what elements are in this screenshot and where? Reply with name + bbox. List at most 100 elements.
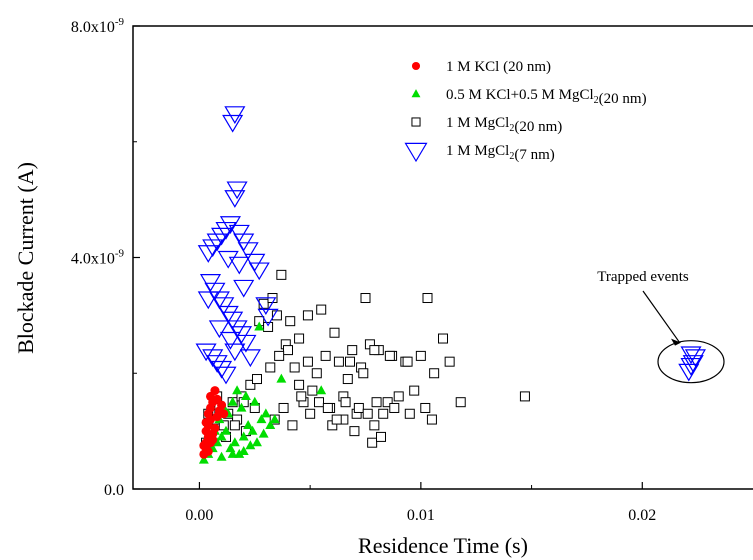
- data-point: [217, 305, 239, 324]
- data-point: [208, 320, 230, 339]
- data-point: [256, 414, 267, 424]
- data-point: [316, 385, 327, 395]
- data-point: [206, 355, 228, 373]
- data-point: [206, 233, 228, 252]
- data-point: [240, 391, 251, 400]
- data-point: [278, 402, 289, 413]
- data-point: [257, 308, 279, 327]
- data-point: [680, 357, 702, 376]
- data-point: [289, 362, 300, 373]
- data-point: [195, 343, 217, 362]
- legend-label: 1 M MgCl2(7 nm): [446, 143, 555, 163]
- data-point: [393, 391, 404, 402]
- data-point: [243, 419, 254, 429]
- legend-label: 1 M KCl (20 nm): [446, 59, 551, 75]
- data-point: [369, 420, 380, 431]
- data-point: [287, 420, 298, 431]
- data-point: [358, 368, 369, 379]
- data-point: [234, 448, 245, 458]
- data-point: [349, 426, 360, 437]
- data-point: [378, 408, 389, 419]
- data-point: [320, 350, 331, 361]
- data-point: [238, 431, 249, 441]
- data-point: [371, 397, 382, 408]
- data-point: [265, 419, 276, 429]
- data-point: [265, 362, 276, 373]
- data-point: [227, 448, 238, 458]
- data-point: [227, 396, 238, 406]
- data-point: [254, 321, 265, 331]
- data-point: [211, 227, 233, 246]
- x-tick-label: 0.01: [407, 507, 435, 524]
- data-point: [402, 356, 413, 367]
- data-point: [384, 350, 395, 361]
- data-point: [307, 385, 318, 396]
- data-point: [422, 293, 433, 304]
- data-point: [258, 428, 269, 438]
- data-point: [347, 345, 358, 356]
- data-point: [360, 293, 371, 304]
- annotation-arrow-line: [642, 290, 680, 343]
- data-point: [269, 414, 280, 424]
- data-point: [201, 417, 211, 427]
- data-point: [211, 360, 233, 379]
- data-point: [680, 346, 702, 365]
- data-point: [369, 345, 380, 356]
- data-point: [311, 368, 322, 379]
- data-point: [283, 345, 293, 356]
- legend-marker: [411, 117, 421, 127]
- data-point: [238, 445, 249, 455]
- series-square: [201, 269, 530, 448]
- data-point: [229, 420, 240, 431]
- data-point: [210, 423, 220, 433]
- data-point: [244, 253, 266, 272]
- data-point: [197, 291, 219, 310]
- data-point: [420, 402, 431, 413]
- y-axis-title: Blockade Current (A): [13, 162, 38, 354]
- series-triangle-up: [198, 321, 327, 464]
- x-tick-label: 0.00: [185, 507, 213, 524]
- data-point: [230, 326, 253, 344]
- data-point: [260, 408, 271, 418]
- data-point: [202, 239, 224, 258]
- data-point: [235, 334, 257, 353]
- data-point: [226, 320, 248, 339]
- data-point: [302, 356, 313, 367]
- data-point: [232, 385, 243, 395]
- data-point: [221, 425, 231, 435]
- legend-marker: [411, 89, 421, 98]
- annotation-arrow-head: [671, 338, 681, 346]
- data-point: [340, 397, 351, 408]
- data-point: [294, 333, 305, 344]
- legend-label: 1 M MgCl2(20 nm): [446, 115, 562, 135]
- data-point: [213, 297, 235, 315]
- data-point: [258, 298, 269, 309]
- data-point: [206, 438, 215, 448]
- data-point: [276, 269, 287, 280]
- trapped-events-ellipse: [657, 340, 725, 384]
- data-point: [208, 291, 230, 310]
- data-point: [204, 282, 226, 301]
- data-point: [329, 327, 340, 338]
- data-point: [252, 374, 262, 385]
- data-point: [316, 304, 327, 315]
- data-point: [415, 350, 426, 361]
- data-point: [296, 391, 307, 402]
- data-point: [333, 356, 344, 367]
- data-point: [229, 437, 240, 447]
- data-point: [202, 349, 224, 368]
- data-point: [222, 114, 244, 133]
- y-tick-label: 8.0x10-9: [71, 16, 125, 36]
- data-point: [228, 224, 250, 243]
- series-triangle-down: [195, 106, 706, 385]
- data-point: [216, 431, 227, 441]
- data-point: [274, 350, 285, 361]
- data-point: [376, 431, 386, 442]
- data-point: [210, 386, 220, 396]
- data-point: [222, 311, 244, 330]
- data-point: [684, 349, 706, 368]
- x-tick-label: 0.02: [628, 507, 656, 524]
- data-point: [217, 250, 239, 269]
- data-point: [255, 297, 277, 315]
- data-point: [224, 190, 246, 208]
